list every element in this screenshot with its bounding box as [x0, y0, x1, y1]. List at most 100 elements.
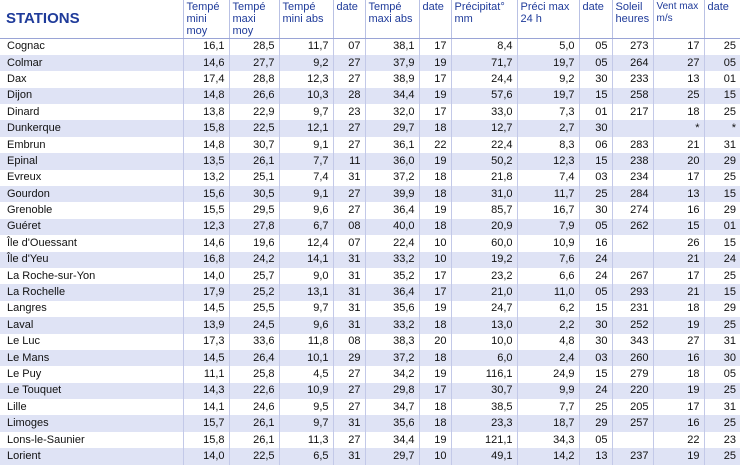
cell-station-name: Le Puy	[0, 366, 183, 383]
cell-date-maxi: 17	[418, 382, 451, 400]
header-vent-max: Vent max m/s	[652, 0, 704, 39]
table-row: Le Puy 11,1 25,8 4,5 27 34,2 19 116,1 24,9 15 279 1…	[0, 366, 740, 383]
cell-precipitation: 71,7	[450, 54, 517, 72]
cell-vent-max: 13	[652, 186, 704, 203]
cell-date-maxi: 17	[418, 71, 451, 88]
cell-soleil-heures: 237	[611, 448, 653, 465]
cell-preci-max-24h: 2,4	[516, 349, 579, 367]
cell-date-maxi: 19	[418, 202, 451, 219]
cell-preci-max-24h: 5,0	[516, 38, 579, 55]
cell-tempe-mini-abs: 9,7	[278, 300, 333, 318]
table-row: Evreux 13,2 25,1 7,4 31 37,2 18 21,8 7,4 03 234 17 2…	[0, 169, 740, 187]
cell-tempe-mini-moy: 13,8	[182, 104, 229, 121]
cell-preci-max-24h: 2,2	[516, 317, 579, 334]
cell-date-vent: 15	[703, 186, 740, 203]
table-row: La Roche-sur-Yon 14,0 25,7 9,0 31 35,2 17 23,2 6…	[0, 267, 740, 285]
cell-station-name: Langres	[0, 300, 183, 318]
cell-tempe-mini-abs: 12,3	[278, 71, 333, 88]
cell-date-vent: 24	[703, 251, 740, 268]
cell-soleil-heures	[611, 120, 653, 137]
cell-tempe-mini-abs: 9,6	[278, 202, 333, 219]
cell-vent-max: 27	[652, 333, 704, 350]
cell-precipitation: 24,4	[450, 71, 517, 88]
table-row: Dinard 13,8 22,9 9,7 23 32,0 17 33,0 7,3 01 217 18 2…	[0, 104, 740, 121]
cell-date-mini: 28	[332, 87, 365, 105]
cell-station-name: Lorient	[0, 448, 183, 465]
cell-date-maxi: 10	[418, 235, 451, 252]
cell-date-mini: 27	[332, 382, 365, 400]
cell-precipitation: 116,1	[450, 366, 517, 383]
cell-soleil-heures: 258	[611, 87, 653, 105]
cell-vent-max: 16	[652, 415, 704, 432]
cell-station-name: Le Luc	[0, 333, 183, 350]
cell-tempe-mini-abs: 6,5	[278, 448, 333, 465]
cell-soleil-heures: 264	[611, 54, 653, 72]
cell-tempe-maxi-moy: 22,5	[228, 448, 279, 465]
cell-soleil-heures: 293	[611, 284, 653, 301]
cell-date-vent: 30	[703, 349, 740, 367]
table-row: Gourdon 15,6 30,5 9,1 27 39,9 18 31,0 11,7 25 284 1…	[0, 186, 740, 203]
cell-date-preci: 15	[578, 300, 612, 318]
cell-vent-max: *	[652, 120, 704, 137]
cell-precipitation: 23,2	[450, 267, 517, 285]
cell-soleil-heures: 234	[611, 169, 653, 187]
cell-preci-max-24h: 14,2	[516, 448, 579, 465]
cell-tempe-maxi-abs: 35,6	[364, 415, 419, 432]
cell-tempe-mini-moy: 17,3	[182, 333, 229, 350]
cell-station-name: Île d'Yeu	[0, 251, 183, 268]
cell-tempe-mini-abs: 11,8	[278, 333, 333, 350]
cell-vent-max: 18	[652, 300, 704, 318]
cell-date-vent: 15	[703, 235, 740, 252]
cell-station-name: Dunkerque	[0, 120, 183, 137]
header-date-preci: date	[578, 0, 612, 39]
cell-date-preci: 30	[578, 333, 612, 350]
cell-date-preci: 24	[578, 251, 612, 268]
cell-vent-max: 19	[652, 382, 704, 400]
cell-vent-max: 18	[652, 104, 704, 121]
table-row: Lons-le-Saunier 15,8 26,1 11,3 27 34,4 19 121,1…	[0, 431, 740, 449]
cell-precipitation: 23,3	[450, 415, 517, 432]
cell-tempe-maxi-moy: 30,7	[228, 136, 279, 154]
cell-vent-max: 15	[652, 218, 704, 236]
header-date-maxi: date	[418, 0, 451, 39]
cell-tempe-maxi-moy: 25,1	[228, 169, 279, 187]
cell-date-vent: 01	[703, 218, 740, 236]
cell-precipitation: 6,0	[450, 349, 517, 367]
cell-tempe-maxi-abs: 34,4	[364, 431, 419, 449]
cell-date-vent: 31	[703, 333, 740, 350]
cell-date-preci: 15	[578, 366, 612, 383]
cell-tempe-mini-moy: 13,2	[182, 169, 229, 187]
cell-precipitation: 13,0	[450, 317, 517, 334]
cell-tempe-mini-abs: 9,1	[278, 136, 333, 154]
cell-tempe-maxi-abs: 36,1	[364, 136, 419, 154]
table-body: Cognac 16,1 28,5 11,7 07 38,1 17 8,4 5,0 05 273 17 2…	[0, 38, 740, 465]
cell-tempe-mini-abs: 12,1	[278, 120, 333, 137]
cell-preci-max-24h: 6,6	[516, 267, 579, 285]
cell-date-vent: 25	[703, 317, 740, 334]
table-row: Dunkerque 15,8 22,5 12,1 27 29,7 18 12,7 2,7 30 * *	[0, 120, 740, 137]
cell-preci-max-24h: 7,3	[516, 104, 579, 121]
cell-date-maxi: 17	[418, 38, 451, 55]
cell-station-name: Colmar	[0, 54, 183, 72]
cell-soleil-heures: 343	[611, 333, 653, 350]
cell-date-mini: 31	[332, 448, 365, 465]
cell-soleil-heures: 274	[611, 202, 653, 219]
cell-soleil-heures	[611, 235, 653, 252]
table-row: Limoges 15,7 26,1 9,7 31 35,6 18 23,3 18,7 29 257 1…	[0, 415, 740, 432]
cell-tempe-mini-moy: 17,4	[182, 71, 229, 88]
cell-precipitation: 30,7	[450, 382, 517, 400]
cell-tempe-mini-moy: 14,0	[182, 267, 229, 285]
cell-preci-max-24h: 7,6	[516, 251, 579, 268]
cell-tempe-maxi-moy: 30,5	[228, 186, 279, 203]
cell-station-name: Epinal	[0, 153, 183, 170]
cell-date-preci: 03	[578, 169, 612, 187]
cell-tempe-mini-moy: 13,5	[182, 153, 229, 170]
cell-tempe-maxi-abs: 39,9	[364, 186, 419, 203]
cell-station-name: La Roche-sur-Yon	[0, 267, 183, 285]
cell-tempe-mini-abs: 9,7	[278, 415, 333, 432]
cell-tempe-maxi-moy: 25,2	[228, 284, 279, 301]
cell-date-preci: 03	[578, 349, 612, 367]
cell-date-preci: 05	[578, 284, 612, 301]
cell-preci-max-24h: 2,7	[516, 120, 579, 137]
table-row: Le Luc 17,3 33,6 11,8 08 38,3 20 10,0 4,8 30 343 27…	[0, 333, 740, 350]
